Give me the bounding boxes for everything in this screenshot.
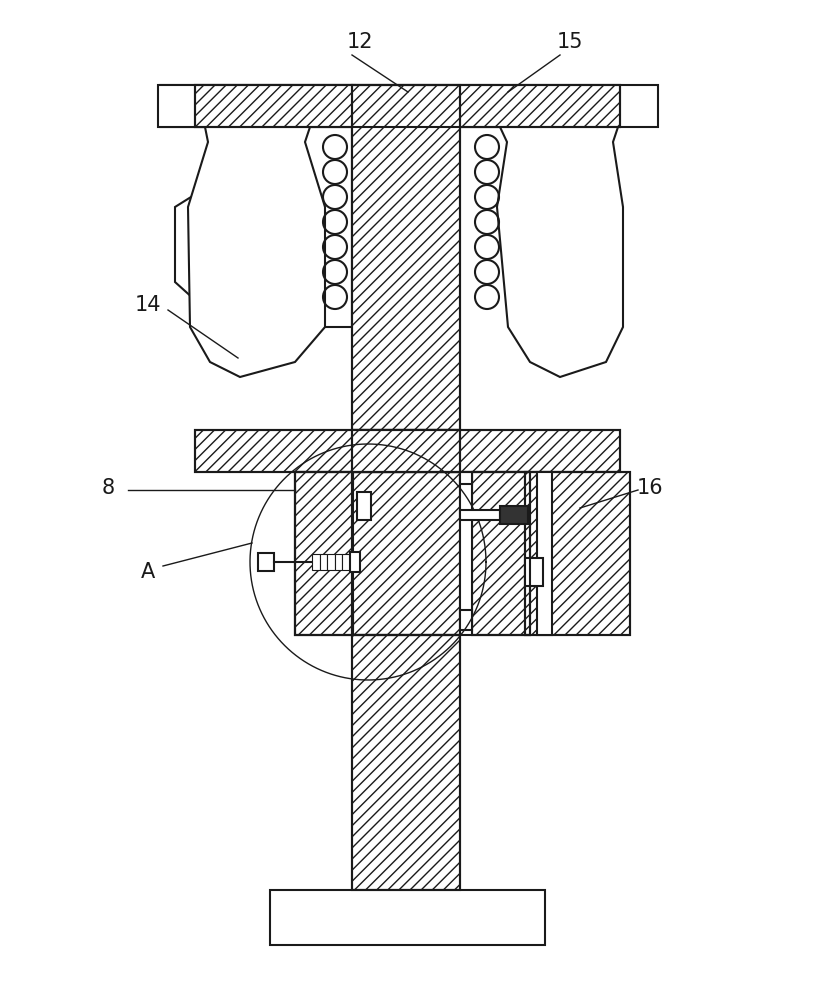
Bar — [472, 472, 530, 635]
Bar — [472, 472, 530, 635]
Bar — [352, 610, 353, 630]
Bar — [352, 85, 460, 430]
Bar — [352, 430, 460, 472]
Bar — [195, 430, 620, 472]
Text: 8: 8 — [102, 478, 115, 498]
Bar — [352, 85, 460, 430]
Bar — [258, 553, 274, 571]
Text: 12: 12 — [347, 32, 374, 52]
Bar — [352, 472, 460, 635]
Text: 14: 14 — [135, 295, 161, 315]
Bar — [352, 472, 353, 635]
Bar — [295, 472, 353, 635]
Bar — [352, 472, 353, 484]
Bar — [460, 610, 472, 630]
Bar — [350, 552, 360, 572]
Bar — [327, 554, 335, 570]
Bar — [525, 472, 630, 635]
Bar — [525, 558, 543, 586]
Polygon shape — [160, 85, 355, 327]
Text: A: A — [141, 562, 155, 582]
Text: 15: 15 — [557, 32, 584, 52]
Bar — [352, 430, 460, 472]
Bar — [270, 890, 545, 945]
Bar — [500, 506, 528, 524]
Bar — [295, 472, 353, 635]
Bar — [460, 472, 472, 635]
Bar — [460, 510, 500, 520]
Polygon shape — [158, 85, 352, 377]
Bar — [312, 554, 320, 570]
Bar — [357, 492, 371, 520]
Text: 16: 16 — [637, 478, 663, 498]
Bar — [195, 85, 620, 127]
Bar — [352, 635, 460, 890]
Bar — [537, 472, 552, 635]
Bar — [343, 554, 350, 570]
Polygon shape — [462, 85, 658, 377]
Bar — [460, 472, 472, 484]
Bar — [295, 472, 530, 635]
Bar — [352, 472, 460, 635]
Bar — [195, 85, 620, 127]
Bar — [352, 635, 460, 890]
Bar — [335, 554, 343, 570]
Bar — [525, 472, 630, 635]
Bar — [320, 554, 327, 570]
Bar — [195, 430, 620, 472]
